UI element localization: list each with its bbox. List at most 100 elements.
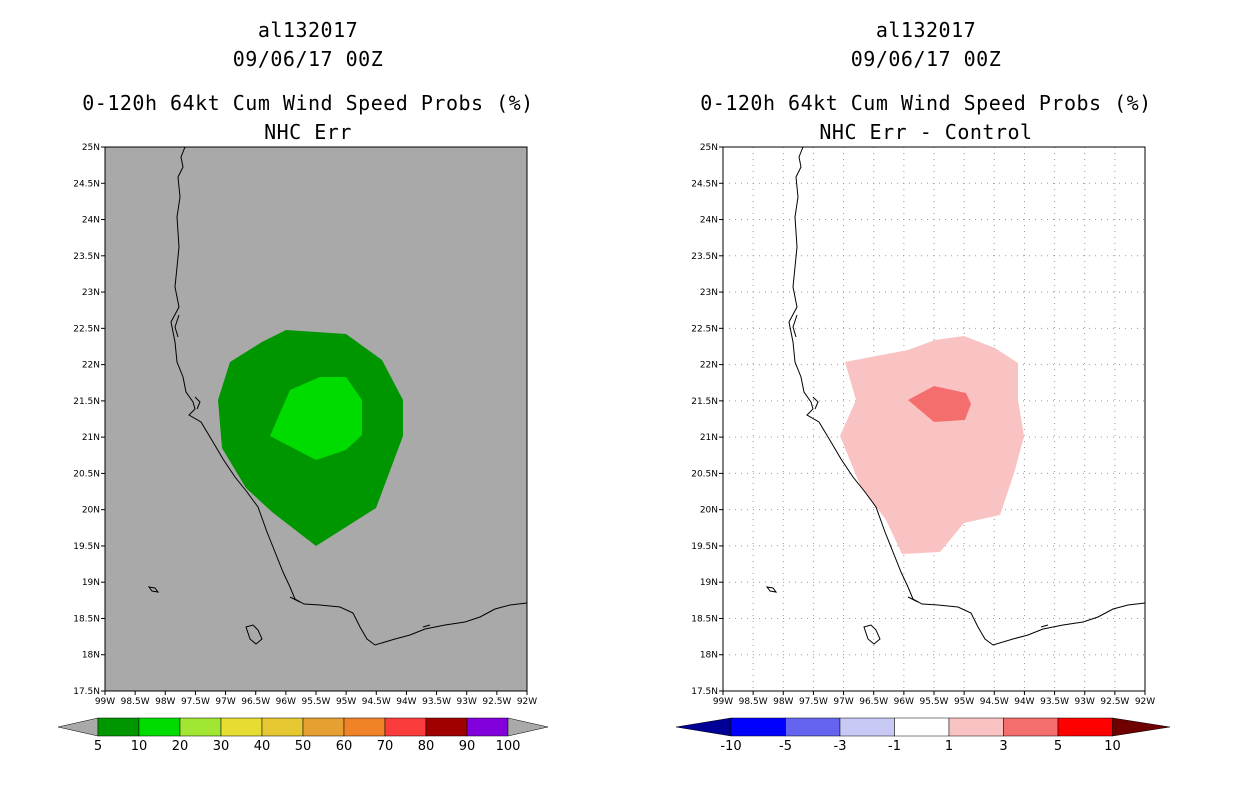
lon-label: 97.5W [799,697,828,707]
lat-label: 18.5N [691,614,718,624]
lat-label: 19N [82,578,100,588]
colorbar-box [302,717,345,737]
colorbar-end-left [675,717,732,737]
colorbar-label: 40 [254,739,271,754]
colorbar-label: -1 [888,739,901,754]
lat-label: 17.5N [691,687,718,697]
lon-label: 94.5W [362,697,391,707]
lat-label: 21.5N [73,397,100,407]
colorbar-box [839,717,895,737]
left-prob-contour-inner [270,377,362,460]
lon-label: 99W [95,697,115,707]
lon-label: 97W [215,697,235,707]
colorbar-end-right [1112,717,1171,737]
lat-label: 23.5N [691,252,718,262]
lat-label: 23N [82,288,100,298]
colorbar-box [384,717,427,737]
colorbar-label: 30 [213,739,230,754]
lon-label: 94.5W [980,697,1009,707]
lon-label: 98.5W [739,697,768,707]
lon-label: 96W [894,697,914,707]
colorbar-end-right [507,717,549,737]
colorbar-label: 10 [131,739,148,754]
left-subtitle: NHC Err [264,120,352,144]
left-datetime: 09/06/17 00Z [232,47,384,71]
left-storm-id: al132017 [257,18,359,42]
colorbar-box [466,717,509,737]
colorbar-box [894,717,950,737]
lat-label: 20.5N [691,469,718,479]
lat-label: 24N [700,216,718,226]
lon-label: 93.5W [1040,697,1069,707]
colorbar-label: 3 [999,739,1007,754]
lon-label: 97.5W [181,697,210,707]
lat-label: 21N [82,433,100,443]
lat-label: 25N [700,143,718,153]
lat-label: 17.5N [73,687,100,697]
colorbar-label: 20 [172,739,189,754]
lon-label: 93.5W [422,697,451,707]
right-diff-contour-outer [840,336,1024,554]
lon-label: 93W [1075,697,1095,707]
colorbar-label: 60 [336,739,353,754]
lon-label: 96W [276,697,296,707]
colorbar-end-left [57,717,99,737]
colorbar-label: 90 [459,739,476,754]
colorbar-label: 10 [1104,739,1121,754]
lat-label: 19N [700,578,718,588]
lon-label: 96.5W [859,697,888,707]
colorbar-label: 100 [496,739,521,754]
lon-label: 95.5W [920,697,949,707]
lat-label: 22N [700,361,718,371]
lat-label: 22.5N [73,324,100,334]
lon-label: 96.5W [241,697,270,707]
lon-label: 95.5W [302,697,331,707]
lat-label: 24N [82,216,100,226]
lon-label: 99W [713,697,733,707]
lon-label: 93W [457,697,477,707]
right-storm-id: al132017 [875,18,977,42]
lat-label: 19.5N [691,542,718,552]
lon-label: 92W [517,697,537,707]
colorbar-box [730,717,786,737]
lat-label: 22N [82,361,100,371]
lon-label: 92.5W [482,697,511,707]
left-colorbar: 5 10 20 30 40 50 60 70 80 90 100 [57,717,549,754]
colorbar-box [261,717,304,737]
lat-label: 20N [700,506,718,516]
lon-label: 94W [1014,697,1034,707]
lat-label: 21.5N [691,397,718,407]
colorbar-label: 5 [94,739,102,754]
colorbar-label: 1 [945,739,953,754]
colorbar-box [138,717,181,737]
colorbar-box [97,717,140,737]
lon-label: 95W [954,697,974,707]
colorbar-box [343,717,386,737]
colorbar-box [179,717,222,737]
colorbar-box [785,717,841,737]
lat-label: 25N [82,143,100,153]
right-subtitle: NHC Err - Control [819,120,1033,144]
lon-label: 97W [833,697,853,707]
colorbar-box [220,717,263,737]
lat-label: 18.5N [73,614,100,624]
colorbar-label: -3 [834,739,847,754]
lat-label: 20.5N [73,469,100,479]
lat-label: 24.5N [73,179,100,189]
lon-label: 98.5W [121,697,150,707]
colorbar-box [1057,717,1113,737]
colorbar-label: 80 [418,739,435,754]
colorbar-box [1003,717,1059,737]
colorbar-label: 70 [377,739,394,754]
right-diff-contour-inner [908,386,971,422]
lat-label: 21N [700,433,718,443]
colorbar-label: -10 [720,739,741,754]
lon-label: 98W [155,697,175,707]
lon-label: 92.5W [1100,697,1129,707]
lat-label: 18N [700,651,718,661]
lat-label: 24.5N [691,179,718,189]
colorbar-label: 50 [295,739,312,754]
lat-label: 22.5N [691,324,718,334]
lat-label: 23.5N [73,252,100,262]
